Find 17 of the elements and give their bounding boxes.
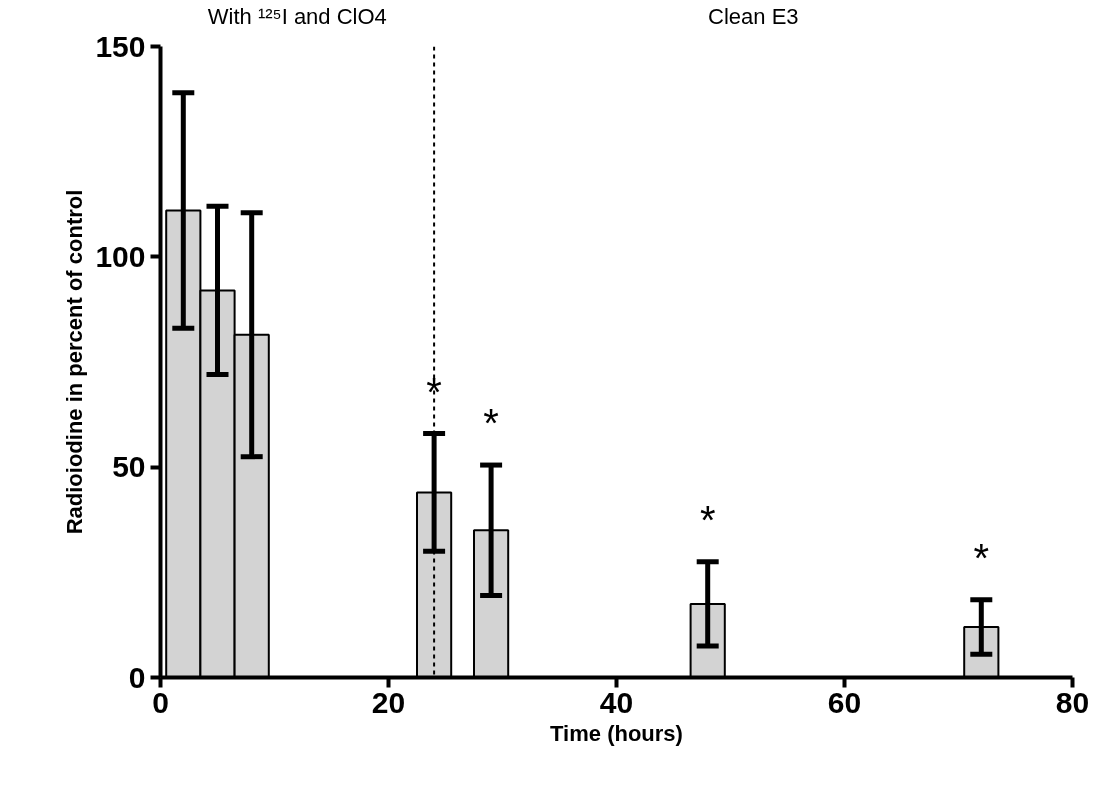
text: With ¹²⁵I and ClO4 <box>207 3 387 29</box>
y-axis-title: Radioiodine in percent of control <box>62 189 88 535</box>
x-tick-label: 40 <box>599 685 634 719</box>
y-tick-label: 0 <box>128 660 146 694</box>
x-tick-label: 60 <box>827 685 862 719</box>
data-label: * <box>426 369 442 414</box>
y-tick-label: 100 <box>95 239 146 273</box>
x-tick-label: 20 <box>371 685 406 719</box>
y-tick-label: 50 <box>112 450 146 484</box>
data-label: * <box>483 401 499 446</box>
x-axis-title: Time (hours) <box>550 720 683 746</box>
y-tick-label: 150 <box>95 29 146 63</box>
x-tick-label: 0 <box>152 685 169 719</box>
data-label: * <box>973 535 990 580</box>
x-tick-label: 80 <box>1055 685 1090 719</box>
text: Clean E3 <box>708 3 799 29</box>
data-label: * <box>699 497 716 542</box>
